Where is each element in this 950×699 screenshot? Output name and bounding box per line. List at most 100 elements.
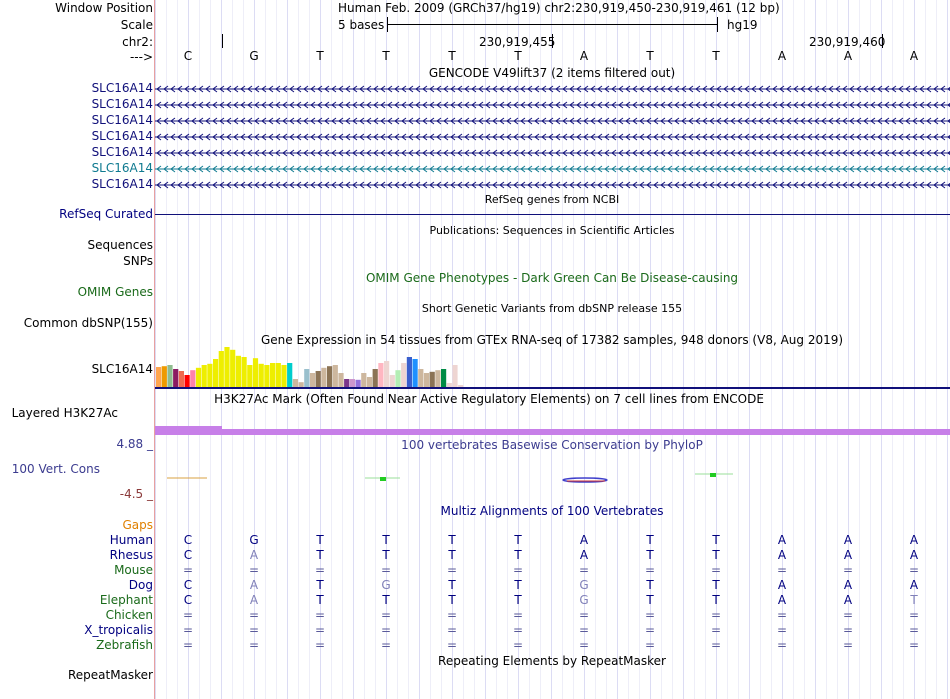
gencode-transcript-label[interactable]: SLC16A14 (91, 97, 153, 111)
gtex-tissue-bar[interactable] (161, 366, 167, 387)
gtex-tissue-bar[interactable] (418, 369, 424, 387)
gtex-tissue-bar[interactable] (230, 349, 236, 387)
gtex-tissue-bar[interactable] (355, 379, 361, 387)
gtex-tissue-bar[interactable] (235, 355, 241, 387)
gtex-tissue-bar[interactable] (247, 365, 253, 387)
h3k27-signal-high[interactable] (155, 426, 222, 435)
gtex-tissue-bar[interactable] (184, 375, 190, 387)
species-label[interactable]: Chicken (105, 608, 153, 622)
gtex-tissue-bar[interactable] (389, 375, 395, 387)
strand-arrow (247, 101, 253, 109)
gencode-transcript-label[interactable]: SLC16A14 (91, 81, 153, 95)
strand-arrow (177, 101, 183, 109)
dbsnp-label[interactable]: Common dbSNP(155) (23, 316, 153, 330)
gtex-tissue-bar[interactable] (332, 365, 338, 387)
grid-line (529, 0, 530, 699)
grid-line (716, 0, 717, 699)
gtex-tissue-bar[interactable] (315, 371, 321, 387)
gencode-transcript-label[interactable]: SLC16A14 (91, 113, 153, 127)
gtex-tissue-bar[interactable] (287, 363, 293, 387)
gtex-tissue-bar[interactable] (207, 363, 213, 387)
h3k27-label[interactable]: Layered H3K27Ac (11, 406, 118, 420)
h3k27-signal[interactable] (222, 429, 950, 435)
gtex-tissue-bar[interactable] (361, 373, 367, 387)
gtex-tissue-bar[interactable] (281, 365, 287, 387)
gtex-tissue-bar[interactable] (366, 377, 373, 387)
alignment-base: = (314, 638, 326, 652)
gtex-tissue-bar[interactable] (378, 363, 384, 387)
species-label[interactable]: Mouse (114, 563, 153, 577)
phylop-label[interactable]: 100 Vert. Cons (11, 462, 100, 476)
gtex-tissue-bar[interactable] (173, 369, 179, 387)
gencode-transcript-label[interactable]: SLC16A14 (91, 129, 153, 143)
gtex-tissue-bar[interactable] (190, 370, 196, 387)
strand-arrow (947, 166, 950, 172)
strand-arrow (170, 101, 176, 109)
strand-arrow (842, 165, 848, 173)
sequences-label[interactable]: Sequences (87, 238, 153, 252)
species-label[interactable]: Human (109, 533, 153, 547)
grid-line (903, 0, 904, 699)
gtex-tissue-bar[interactable] (167, 365, 173, 387)
gtex-tissue-bar[interactable] (304, 369, 310, 387)
gtex-tissue-bar[interactable] (395, 370, 401, 387)
omim-label[interactable]: OMIM Genes (77, 285, 153, 299)
species-label[interactable]: Rhesus (109, 548, 153, 562)
gtex-tissue-bar[interactable] (252, 358, 259, 387)
refseq-label[interactable]: RefSeq Curated (59, 207, 153, 221)
gtex-tissue-bar[interactable] (292, 379, 298, 387)
gtex-tissue-bar[interactable] (452, 365, 458, 387)
gtex-tissue-bar[interactable] (435, 370, 441, 387)
gtex-tissue-bar[interactable] (178, 371, 184, 387)
gencode-transcript-label[interactable]: SLC16A14 (91, 145, 153, 159)
gtex-tissue-bar[interactable] (349, 379, 355, 387)
gtex-tissue-bar[interactable] (270, 363, 276, 387)
gtex-tissue-bar[interactable] (406, 357, 412, 387)
gencode-transcripts[interactable] (155, 79, 950, 194)
gtex-tissue-bar[interactable] (338, 373, 344, 387)
gtex-bar-chart[interactable] (155, 346, 950, 388)
gencode-transcript-label[interactable]: SLC16A14 (91, 161, 153, 175)
strand-arrow (891, 101, 897, 109)
gtex-label[interactable]: SLC16A14 (91, 362, 153, 376)
strand-arrow (702, 149, 708, 157)
phylop-signal[interactable] (155, 466, 950, 496)
snps-label[interactable]: SNPs (123, 254, 153, 268)
alignment-base: = (644, 563, 656, 577)
gtex-tissue-bar[interactable] (264, 365, 270, 387)
gtex-tissue-bar[interactable] (401, 363, 407, 387)
gtex-tissue-bar[interactable] (298, 382, 304, 387)
species-label[interactable]: Dog (128, 578, 153, 592)
gtex-tissue-bar[interactable] (412, 359, 418, 387)
gtex-tissue-bar[interactable] (372, 369, 378, 387)
gtex-tissue-bar[interactable] (241, 357, 247, 387)
repeatmasker-label[interactable]: RepeatMasker (67, 668, 153, 682)
gtex-tissue-bar[interactable] (384, 361, 390, 387)
gtex-tissue-bar[interactable] (309, 373, 316, 387)
gtex-tissue-bar[interactable] (429, 371, 435, 387)
strand-arrow (163, 149, 169, 157)
gtex-tissue-bar[interactable] (156, 367, 162, 387)
gtex-tissue-bar[interactable] (321, 367, 327, 387)
species-label[interactable]: X_tropicalis (84, 623, 153, 637)
strand-arrow (779, 181, 785, 189)
gtex-tissue-bar[interactable] (258, 363, 264, 387)
gtex-tissue-bar[interactable] (458, 385, 464, 387)
gtex-tissue-bar[interactable] (201, 365, 207, 387)
gtex-tissue-bar[interactable] (224, 347, 230, 387)
gtex-tissue-bar[interactable] (344, 379, 350, 387)
gencode-transcript-label[interactable]: SLC16A14 (91, 177, 153, 191)
refseq-gene-line[interactable] (155, 214, 950, 215)
species-label[interactable]: Zebrafish (96, 638, 153, 652)
gtex-tissue-bar[interactable] (213, 359, 219, 387)
gtex-tissue-bar[interactable] (218, 351, 224, 387)
gtex-tissue-bar[interactable] (441, 369, 447, 387)
gaps-label[interactable]: Gaps (122, 518, 153, 532)
gtex-tissue-bar[interactable] (446, 383, 452, 387)
strand-arrow (394, 117, 400, 125)
gtex-tissue-bar[interactable] (275, 363, 281, 387)
species-label[interactable]: Elephant (99, 593, 153, 607)
gtex-tissue-bar[interactable] (423, 373, 430, 387)
gtex-tissue-bar[interactable] (195, 367, 202, 387)
gtex-tissue-bar[interactable] (327, 366, 333, 387)
